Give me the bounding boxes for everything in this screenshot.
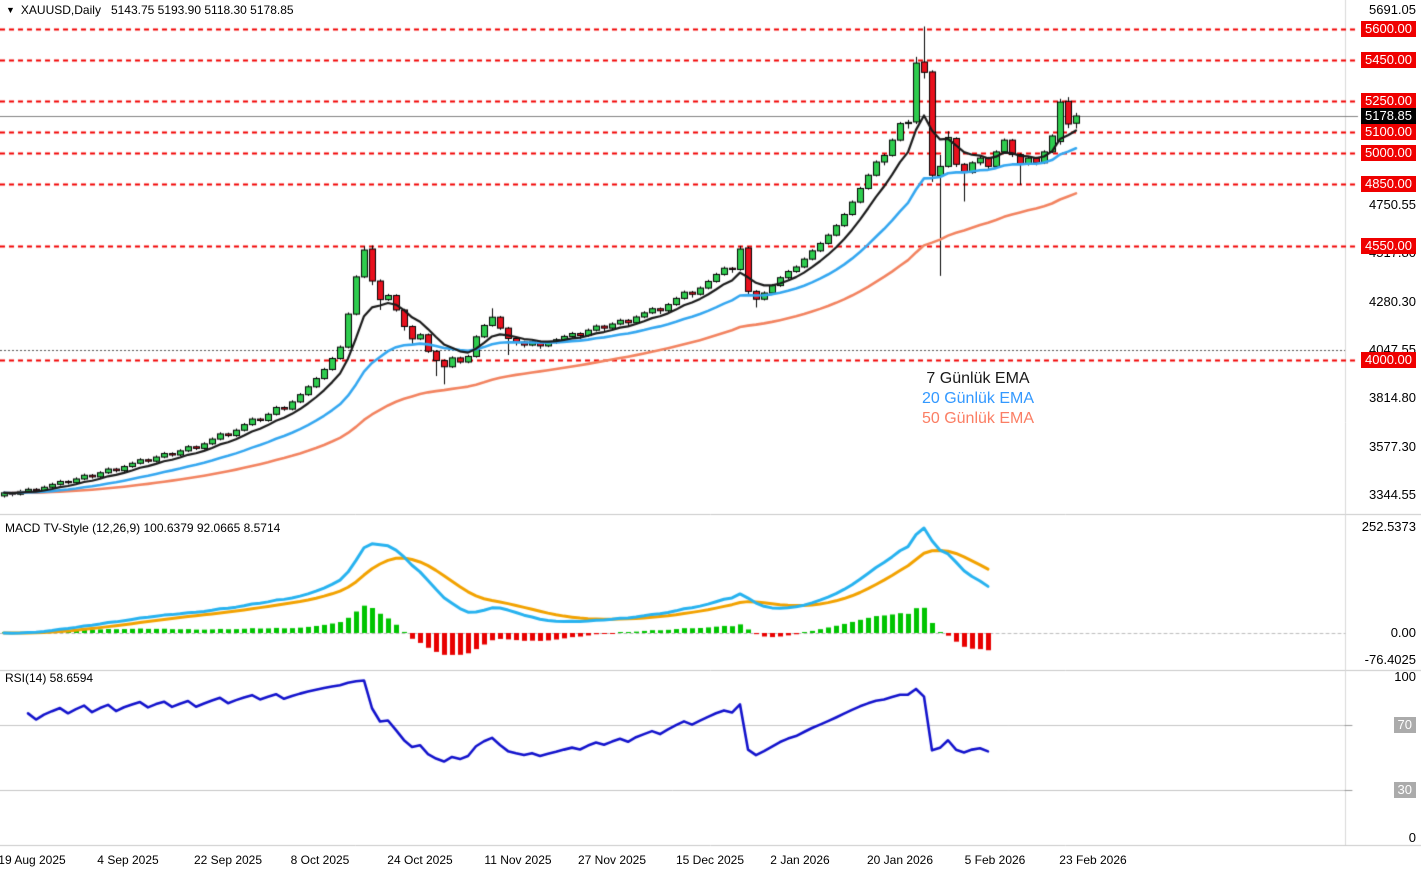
legend-ema50-label: 50 Günlük EMA [921,410,1035,427]
price-axis-label: 5691.05 [1369,2,1416,17]
date-axis-label: 15 Dec 2025 [675,853,745,867]
symbol-dropdown-icon[interactable]: ▼ [6,5,15,15]
price-level-badge: 4550.00 [1361,238,1416,254]
date-axis-label: 27 Nov 2025 [577,853,647,867]
price-axis-label: 3814.80 [1369,390,1416,405]
date-axis-label: 22 Sep 2025 [193,853,263,867]
rsi-pane-label: RSI(14) 58.6594 [5,671,94,685]
ohlc-values-label: 5143.75 5193.90 5118.30 5178.85 [110,3,294,17]
date-axis-label: 2 Jan 2026 [770,853,830,867]
price-level-badge: 5600.00 [1361,21,1416,37]
price-axis-label: 3577.30 [1369,439,1416,454]
legend-ema7-label: 7 Günlük EMA [926,370,1030,387]
current-price-badge: 5178.85 [1361,108,1416,124]
price-axis-label: 4750.55 [1369,197,1416,212]
date-axis-label: 19 Aug 2025 [0,853,66,867]
price-axis-label: 3344.55 [1369,487,1416,502]
price-level-badge: 4000.00 [1361,352,1416,368]
rsi-level-badge: 30 [1393,782,1416,798]
price-axis-label: -76.4025 [1364,652,1416,667]
price-level-badge: 5000.00 [1361,145,1416,161]
price-axis-label: 252.5373 [1361,519,1416,534]
price-level-badge: 4850.00 [1361,176,1416,192]
date-axis-label: 5 Feb 2026 [964,853,1026,867]
date-axis-label: 20 Jan 2026 [866,853,934,867]
symbol-timeframe-label: XAUUSD,Daily [20,3,101,17]
date-axis-label: 24 Oct 2025 [387,853,453,867]
date-axis-label: 23 Feb 2026 [1059,853,1127,867]
ema-legend: 7 Günlük EMA 20 Günlük EMA 50 Günlük EMA [903,369,1053,429]
date-axis-label: 4 Sep 2025 [97,853,159,867]
chart-title-bar: ▼ XAUUSD,Daily 5143.75 5193.90 5118.30 517… [6,3,294,17]
price-level-badge: 5250.00 [1361,93,1416,109]
date-axis-label: 11 Nov 2025 [484,853,552,867]
price-axis-label: 4280.30 [1369,294,1416,309]
price-axis-label: 100 [1394,669,1416,684]
legend-ema20-label: 20 Günlük EMA [921,390,1035,407]
macd-pane-label: MACD TV-Style (12,26,9) 100.6379 92.0665… [5,521,281,535]
rsi-level-badge: 70 [1393,717,1416,733]
price-axis-label: 0 [1408,830,1416,845]
price-level-badge: 5450.00 [1361,52,1416,68]
date-axis-label: 8 Oct 2025 [290,853,350,867]
price-level-badge: 5100.00 [1361,124,1416,140]
price-axis-label: 0.00 [1390,625,1416,640]
